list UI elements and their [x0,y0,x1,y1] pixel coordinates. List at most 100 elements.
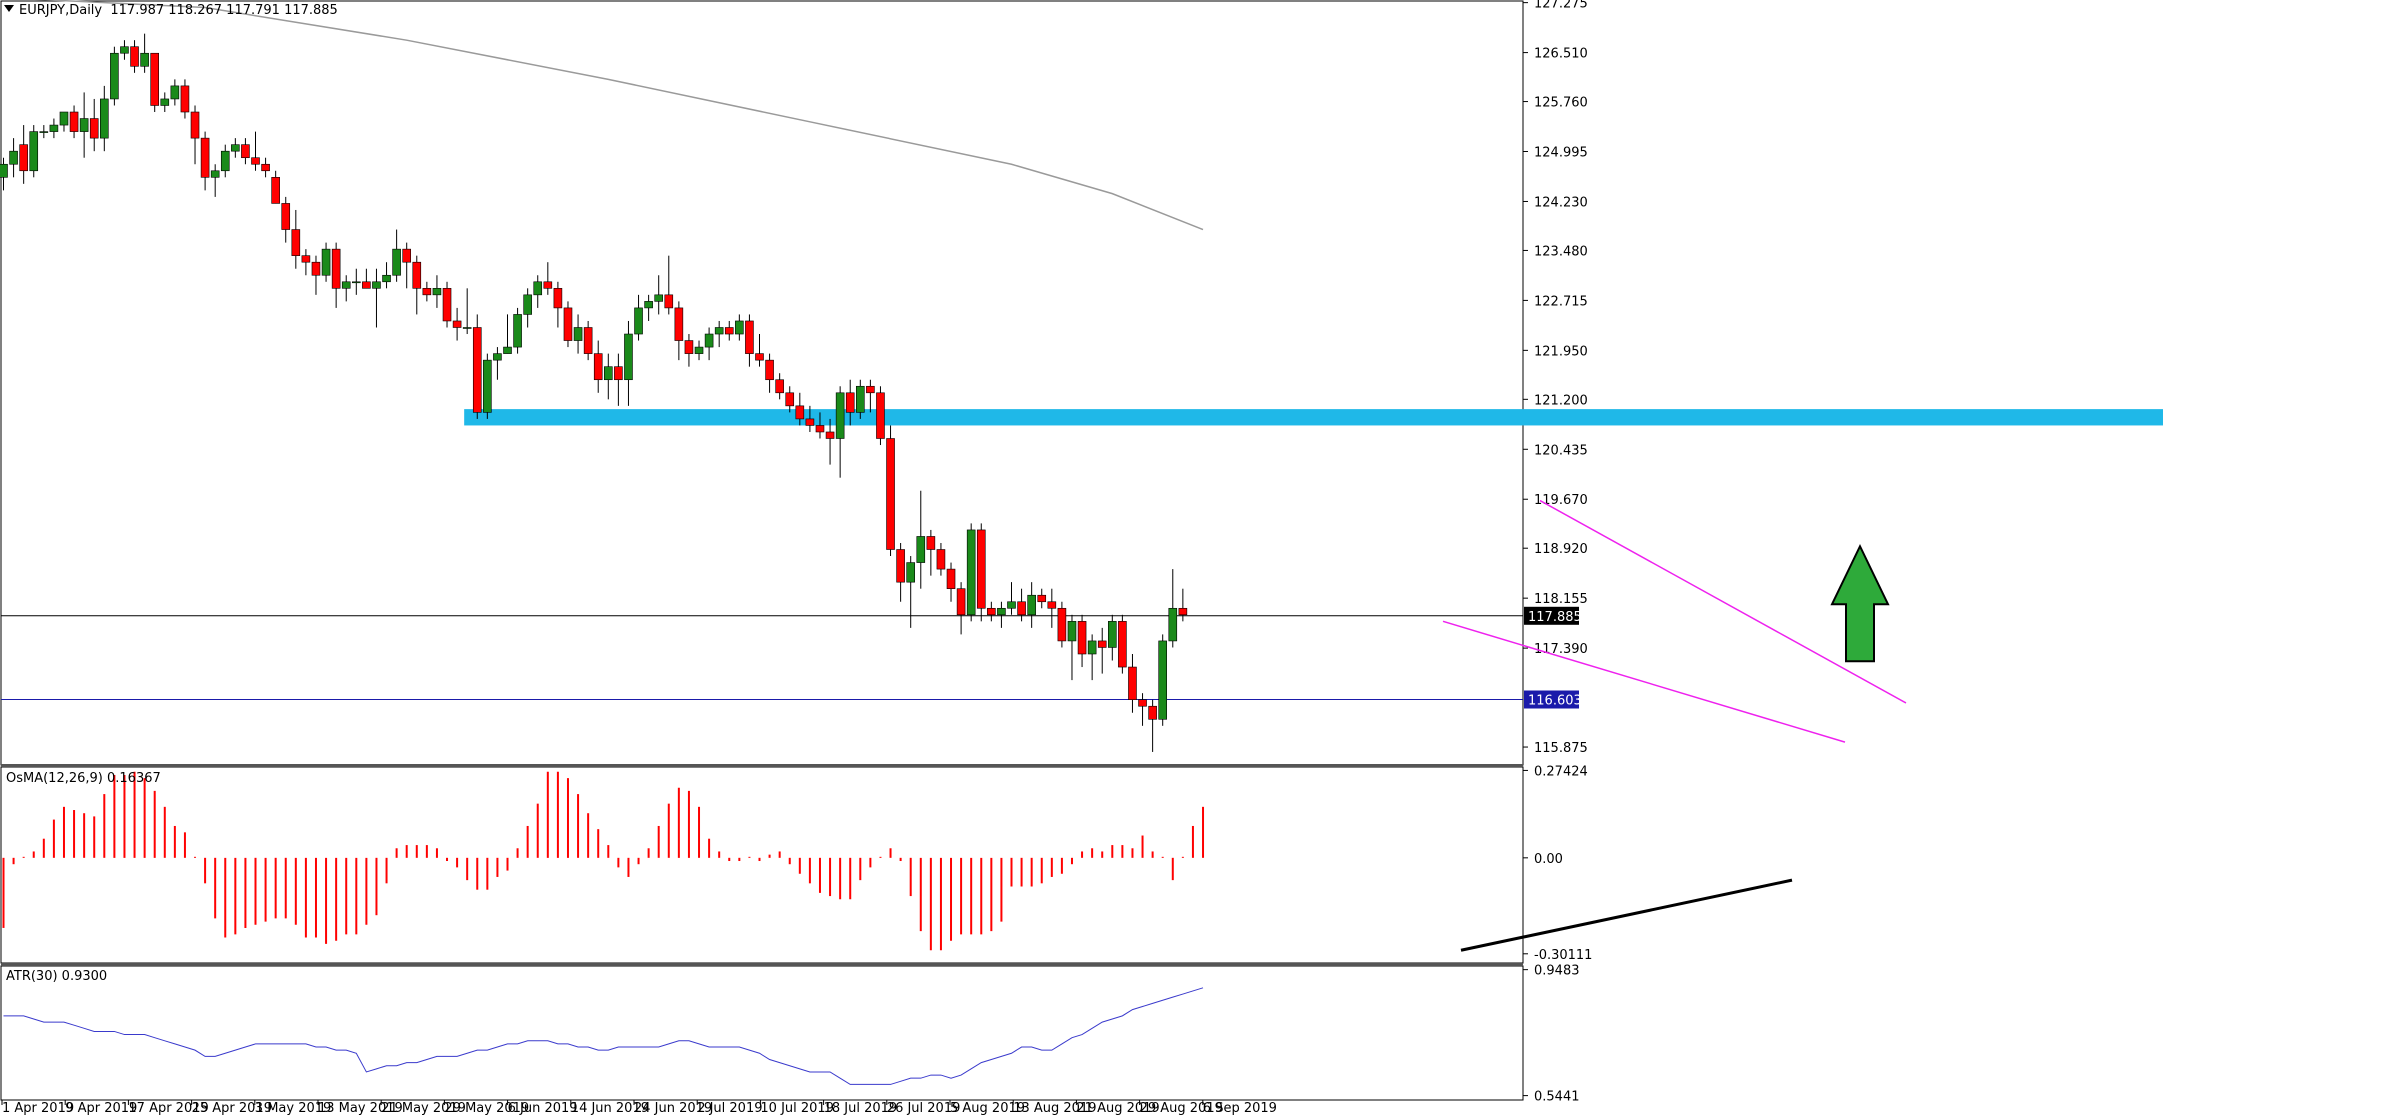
candle-bullish [654,294,664,302]
date-tick-label: 6 Sep 2019 [1203,1101,1277,1116]
candle-bearish [593,353,603,381]
candle-bullish [1027,594,1036,616]
support-price-box [1524,690,1579,709]
current-price-box [1524,606,1579,625]
candle-bullish [523,294,532,315]
candle-bearish [412,261,422,289]
date-tick-label: 2 Jul 2019 [697,1101,762,1116]
price-tick-label: 127.275 [1534,0,1588,12]
candle-bullish [1108,621,1117,648]
osma-panel-frame [0,766,1524,964]
menu-triangle-icon[interactable] [4,5,14,12]
candle-bullish [483,359,492,413]
candle-bullish [997,607,1006,616]
candle-bullish [1067,621,1077,642]
candle-bullish [634,307,643,335]
osma-tick-label: 0.27424 [1534,764,1588,779]
date-tick-label: 25 Apr 2019 [192,1101,272,1116]
symbol-label: EURJPY,Daily [19,3,103,18]
candle-bearish [362,281,371,289]
candle-bearish [845,392,855,413]
candle-bullish [735,320,744,335]
candle-bearish [775,379,784,394]
candle-bullish [503,346,512,354]
date-tick-label: 26 Jul 2019 [887,1101,961,1116]
candle-bearish [19,144,28,172]
candle-bearish [785,392,795,407]
price-tick-label: 118.920 [1534,542,1588,557]
candle-bearish [674,307,684,341]
candle-bullish [1007,601,1016,609]
date-tick-label: 3 May 2019 [255,1101,331,1116]
date-tick-label: 1 Apr 2019 [2,1101,74,1116]
price-tick-label: 124.995 [1534,146,1588,161]
candle-bearish [946,568,956,589]
candle-bearish [553,288,563,309]
breakout-arrow-icon [1830,543,1890,663]
date-tick-label: 9 Apr 2019 [65,1101,137,1116]
candle-bullish [835,392,845,439]
price-tick-label: 123.480 [1534,244,1588,259]
candle-bullish [0,163,8,178]
candle-bullish [966,529,976,616]
candle-bearish [765,359,774,381]
candle-bullish [855,385,865,413]
candle-bearish [261,163,270,172]
candle-bearish [795,405,805,420]
osma-divergence-line [1460,878,1793,952]
candle-bullish [140,52,149,67]
candle-bullish [372,281,381,289]
candle-bullish [231,144,240,152]
candle-bearish [180,85,190,113]
price-tick-label: 126.510 [1534,47,1588,62]
support-price-box-label: 116.603 [1528,694,1582,709]
candle-bullish [100,98,109,139]
wedge-upper-line [1539,499,1907,704]
candle-bearish [876,392,885,439]
candle-bearish [271,177,280,204]
candle-bearish [745,320,754,354]
candle-bearish [805,418,815,426]
candle-bullish [79,118,89,132]
price-tick-label: 120.435 [1534,443,1588,458]
candle-bearish [896,549,905,583]
candle-bullish [29,131,39,172]
candle-bearish [402,248,412,263]
main-panel-frame [0,0,1524,766]
candle-bullish [341,281,351,289]
main-header: EURJPY,Daily 117.987 118.267 117.791 117… [4,3,338,18]
date-tick-label: 5 Aug 2019 [950,1101,1025,1116]
candle-bearish [543,281,553,289]
price-tick-label: 119.670 [1534,493,1588,508]
candle-bullish [9,150,18,165]
candle-bullish [916,536,926,563]
atr-tick-label: 0.5441 [1534,1090,1580,1105]
candle-bullish [704,333,714,348]
candle-bearish [150,52,159,106]
moving-average-line [34,0,1204,231]
candle-bullish [220,150,230,172]
candle-bullish [49,124,59,132]
candle-bullish [39,131,49,133]
osma-tick-label: -0.30111 [1534,948,1592,963]
candle-bearish [1077,621,1087,655]
date-tick-label: 18 Jul 2019 [824,1101,898,1116]
candle-bearish [1057,607,1067,642]
candle-bearish [130,46,139,67]
price-tick-label: 122.715 [1534,294,1588,309]
price-tick-label: 121.200 [1534,393,1588,408]
date-tick-label: 24 Jun 2019 [634,1101,712,1116]
atr-line [3,987,1204,1085]
candle-bearish [1097,640,1107,648]
date-tick-label: 14 Jun 2019 [571,1101,649,1116]
candle-bullish [493,353,502,361]
candle-bearish [1047,601,1057,609]
candle-bearish [1138,699,1147,707]
candle-bearish [452,320,462,328]
candle-bullish [110,52,119,100]
wedge-lower-line [1442,620,1846,743]
candle-bullish [603,366,613,381]
candle-bullish [573,327,583,341]
